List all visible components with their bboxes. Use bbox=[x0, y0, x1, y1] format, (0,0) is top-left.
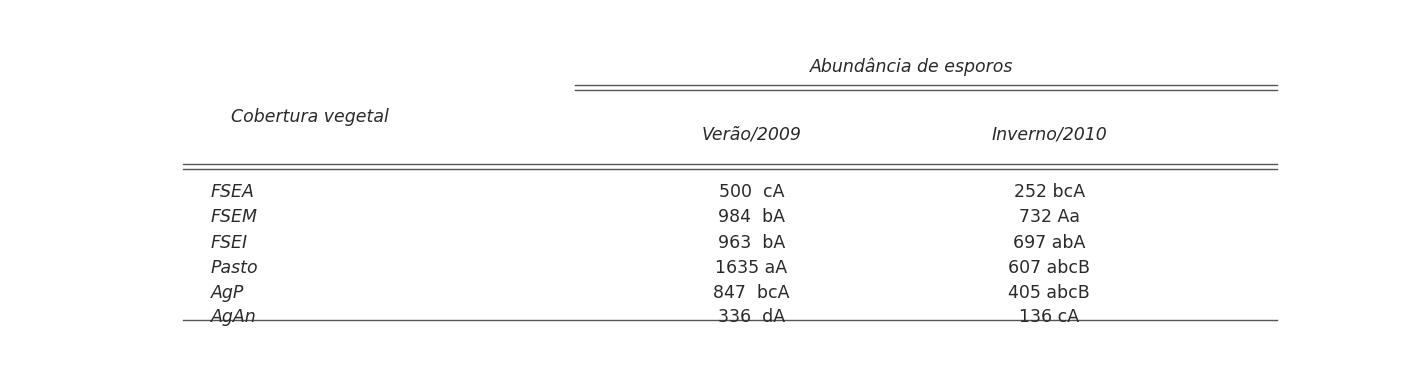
Text: Inverno/2010: Inverno/2010 bbox=[992, 125, 1107, 143]
Text: 1635 aA: 1635 aA bbox=[716, 259, 787, 277]
Text: FSEI: FSEI bbox=[211, 234, 248, 251]
Text: 847  bcA: 847 bcA bbox=[713, 284, 790, 302]
Text: 732 Aa: 732 Aa bbox=[1019, 208, 1080, 226]
Text: 500  cA: 500 cA bbox=[719, 183, 784, 201]
Text: FSEM: FSEM bbox=[211, 208, 258, 226]
Text: 963  bA: 963 bA bbox=[717, 234, 785, 251]
Text: Verão/2009: Verão/2009 bbox=[702, 125, 801, 143]
Text: 136 cA: 136 cA bbox=[1019, 308, 1079, 326]
Text: 405 abcB: 405 abcB bbox=[1009, 284, 1090, 302]
Text: Abundância de esporos: Abundância de esporos bbox=[810, 57, 1013, 76]
Text: AgP: AgP bbox=[211, 284, 245, 302]
Text: AgAn: AgAn bbox=[211, 308, 256, 326]
Text: FSEA: FSEA bbox=[211, 183, 255, 201]
Text: 697 abA: 697 abA bbox=[1013, 234, 1086, 251]
Text: Pasto: Pasto bbox=[211, 259, 259, 277]
Text: Cobertura vegetal: Cobertura vegetal bbox=[232, 108, 388, 126]
Text: 984  bA: 984 bA bbox=[717, 208, 785, 226]
Text: 252 bcA: 252 bcA bbox=[1013, 183, 1084, 201]
Text: 336  dA: 336 dA bbox=[717, 308, 785, 326]
Text: 607 abcB: 607 abcB bbox=[1007, 259, 1090, 277]
